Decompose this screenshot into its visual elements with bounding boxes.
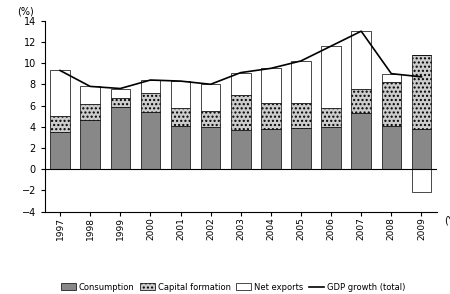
Bar (231, 73, 251, 95)
Bar (50, 71, 70, 116)
Bar (231, 95, 251, 130)
Bar (50, 116, 70, 132)
Text: (%): (%) (18, 7, 34, 17)
Bar (351, 31, 371, 88)
Bar (140, 93, 160, 112)
Bar (291, 128, 311, 169)
Bar (321, 108, 341, 127)
Bar (412, 169, 431, 191)
Bar (351, 88, 371, 113)
Bar (81, 104, 100, 120)
Bar (261, 103, 281, 129)
Bar (201, 111, 220, 127)
Bar (81, 120, 100, 169)
Bar (261, 129, 281, 169)
Bar (171, 126, 190, 169)
Bar (231, 130, 251, 169)
Bar (382, 82, 401, 126)
Bar (351, 113, 371, 169)
Bar (382, 74, 401, 82)
Bar (111, 106, 130, 169)
Bar (412, 129, 431, 169)
Bar (140, 80, 160, 93)
Bar (171, 81, 190, 108)
Bar (50, 132, 70, 169)
Bar (171, 108, 190, 126)
Bar (111, 98, 130, 106)
Text: (Year): (Year) (444, 216, 450, 225)
Bar (321, 127, 341, 169)
Bar (111, 88, 130, 98)
Bar (291, 103, 311, 128)
Bar (201, 127, 220, 169)
Bar (261, 68, 281, 103)
Bar (321, 46, 341, 108)
Bar (291, 61, 311, 103)
Bar (201, 84, 220, 111)
Bar (81, 86, 100, 104)
Bar (382, 126, 401, 169)
Bar (412, 55, 431, 129)
Legend: Consumption, Capital formation, Net exports, GDP growth (total): Consumption, Capital formation, Net expo… (61, 283, 405, 292)
Bar (140, 112, 160, 169)
